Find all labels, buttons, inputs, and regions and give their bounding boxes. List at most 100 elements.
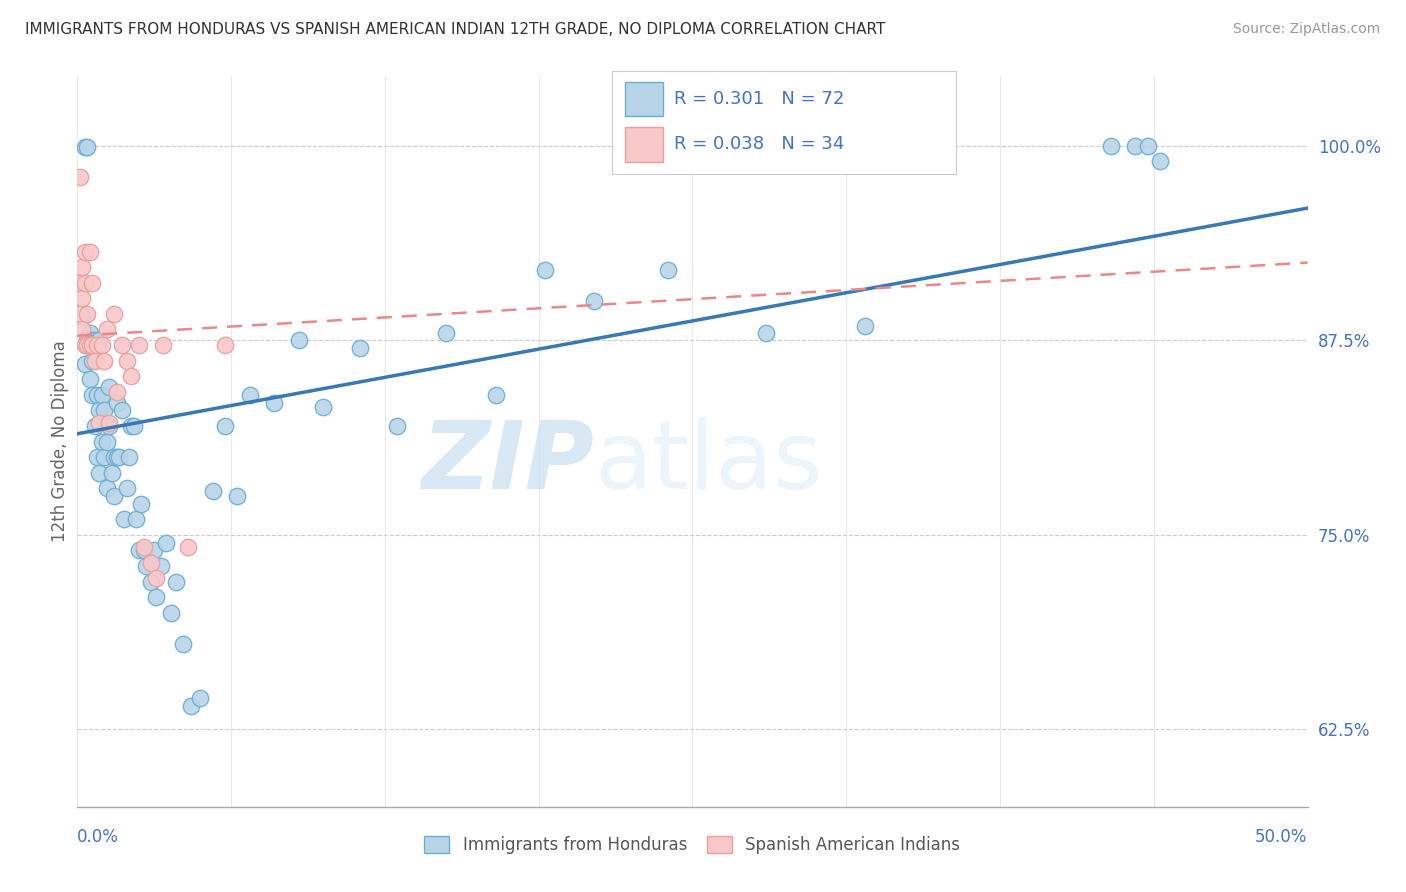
Point: [79, 338, 101, 352]
Legend: Immigrants from Honduras, Spanish American Indians: Immigrants from Honduras, Spanish Americ…: [418, 830, 967, 861]
Text: Source: ZipAtlas.com: Source: ZipAtlas.com: [1233, 22, 1381, 37]
Point: [103, 307, 125, 321]
Point: [239, 388, 262, 402]
Point: [82, 276, 104, 290]
Point: [103, 450, 125, 464]
Point: [101, 466, 124, 480]
Point: [82, 353, 104, 368]
Point: [83, 419, 105, 434]
Point: [201, 484, 224, 499]
Point: [105, 395, 128, 409]
Point: [73, 244, 96, 259]
Point: [83, 334, 105, 348]
Point: [1125, 139, 1147, 153]
Point: [98, 380, 121, 394]
Point: [132, 541, 155, 555]
Text: 0.0%: 0.0%: [77, 828, 120, 846]
Point: [90, 434, 114, 449]
Point: [1136, 139, 1159, 153]
Point: [121, 419, 143, 434]
Point: [142, 543, 165, 558]
Point: [226, 489, 249, 503]
Point: [96, 481, 118, 495]
Text: R = 0.038   N = 34: R = 0.038 N = 34: [673, 136, 844, 153]
Text: atlas: atlas: [595, 417, 823, 509]
Point: [79, 326, 101, 340]
Point: [180, 699, 202, 714]
Point: [76, 140, 98, 154]
Point: [121, 369, 143, 384]
Text: ZIP: ZIP: [422, 417, 595, 509]
Point: [177, 541, 200, 555]
Point: [853, 319, 876, 334]
Point: [111, 338, 132, 352]
Point: [755, 326, 778, 340]
Point: [76, 307, 98, 321]
Point: [263, 395, 285, 409]
FancyBboxPatch shape: [626, 81, 664, 117]
Point: [108, 450, 131, 464]
Point: [83, 353, 105, 368]
Point: [387, 419, 409, 434]
Point: [1099, 139, 1122, 153]
Point: [128, 338, 150, 352]
Point: [105, 450, 128, 464]
Point: [214, 419, 236, 434]
Point: [70, 291, 93, 305]
Point: [93, 450, 115, 464]
Point: [70, 310, 93, 324]
Point: [98, 419, 121, 434]
Point: [90, 388, 114, 402]
Point: [534, 263, 557, 277]
Point: [125, 512, 148, 526]
Point: [172, 637, 194, 651]
Point: [103, 489, 125, 503]
Point: [86, 338, 108, 352]
Point: [141, 574, 163, 589]
Text: IMMIGRANTS FROM HONDURAS VS SPANISH AMERICAN INDIAN 12TH GRADE, NO DIPLOMA CORRE: IMMIGRANTS FROM HONDURAS VS SPANISH AMER…: [25, 22, 886, 37]
Point: [96, 322, 118, 336]
Point: [70, 322, 93, 336]
Text: 50.0%: 50.0%: [1256, 828, 1308, 846]
Point: [155, 535, 177, 549]
Point: [73, 357, 96, 371]
Y-axis label: 12th Grade, No Diploma: 12th Grade, No Diploma: [51, 341, 69, 542]
Point: [111, 403, 132, 417]
Point: [145, 572, 167, 586]
Point: [122, 419, 145, 434]
Point: [93, 353, 115, 368]
Point: [150, 559, 173, 574]
Point: [131, 497, 153, 511]
Point: [76, 338, 98, 352]
Point: [73, 338, 96, 352]
Point: [90, 338, 114, 352]
Point: [86, 450, 108, 464]
Point: [79, 244, 101, 259]
Point: [69, 169, 91, 184]
Point: [132, 543, 155, 558]
Point: [128, 543, 150, 558]
Point: [89, 403, 111, 417]
Point: [145, 590, 167, 604]
Point: [436, 326, 458, 340]
Point: [214, 338, 236, 352]
Point: [89, 416, 111, 430]
Point: [93, 403, 115, 417]
Point: [1149, 154, 1171, 169]
Text: R = 0.301   N = 72: R = 0.301 N = 72: [673, 90, 844, 108]
Point: [485, 388, 508, 402]
Point: [89, 466, 111, 480]
Point: [82, 334, 104, 348]
Point: [105, 384, 128, 399]
Point: [112, 512, 135, 526]
Point: [152, 338, 174, 352]
Point: [657, 263, 679, 277]
Point: [70, 260, 93, 275]
Point: [160, 606, 183, 620]
Point: [141, 556, 163, 570]
Point: [76, 334, 98, 348]
Point: [73, 276, 96, 290]
Point: [165, 574, 187, 589]
Point: [79, 372, 101, 386]
FancyBboxPatch shape: [626, 127, 664, 161]
